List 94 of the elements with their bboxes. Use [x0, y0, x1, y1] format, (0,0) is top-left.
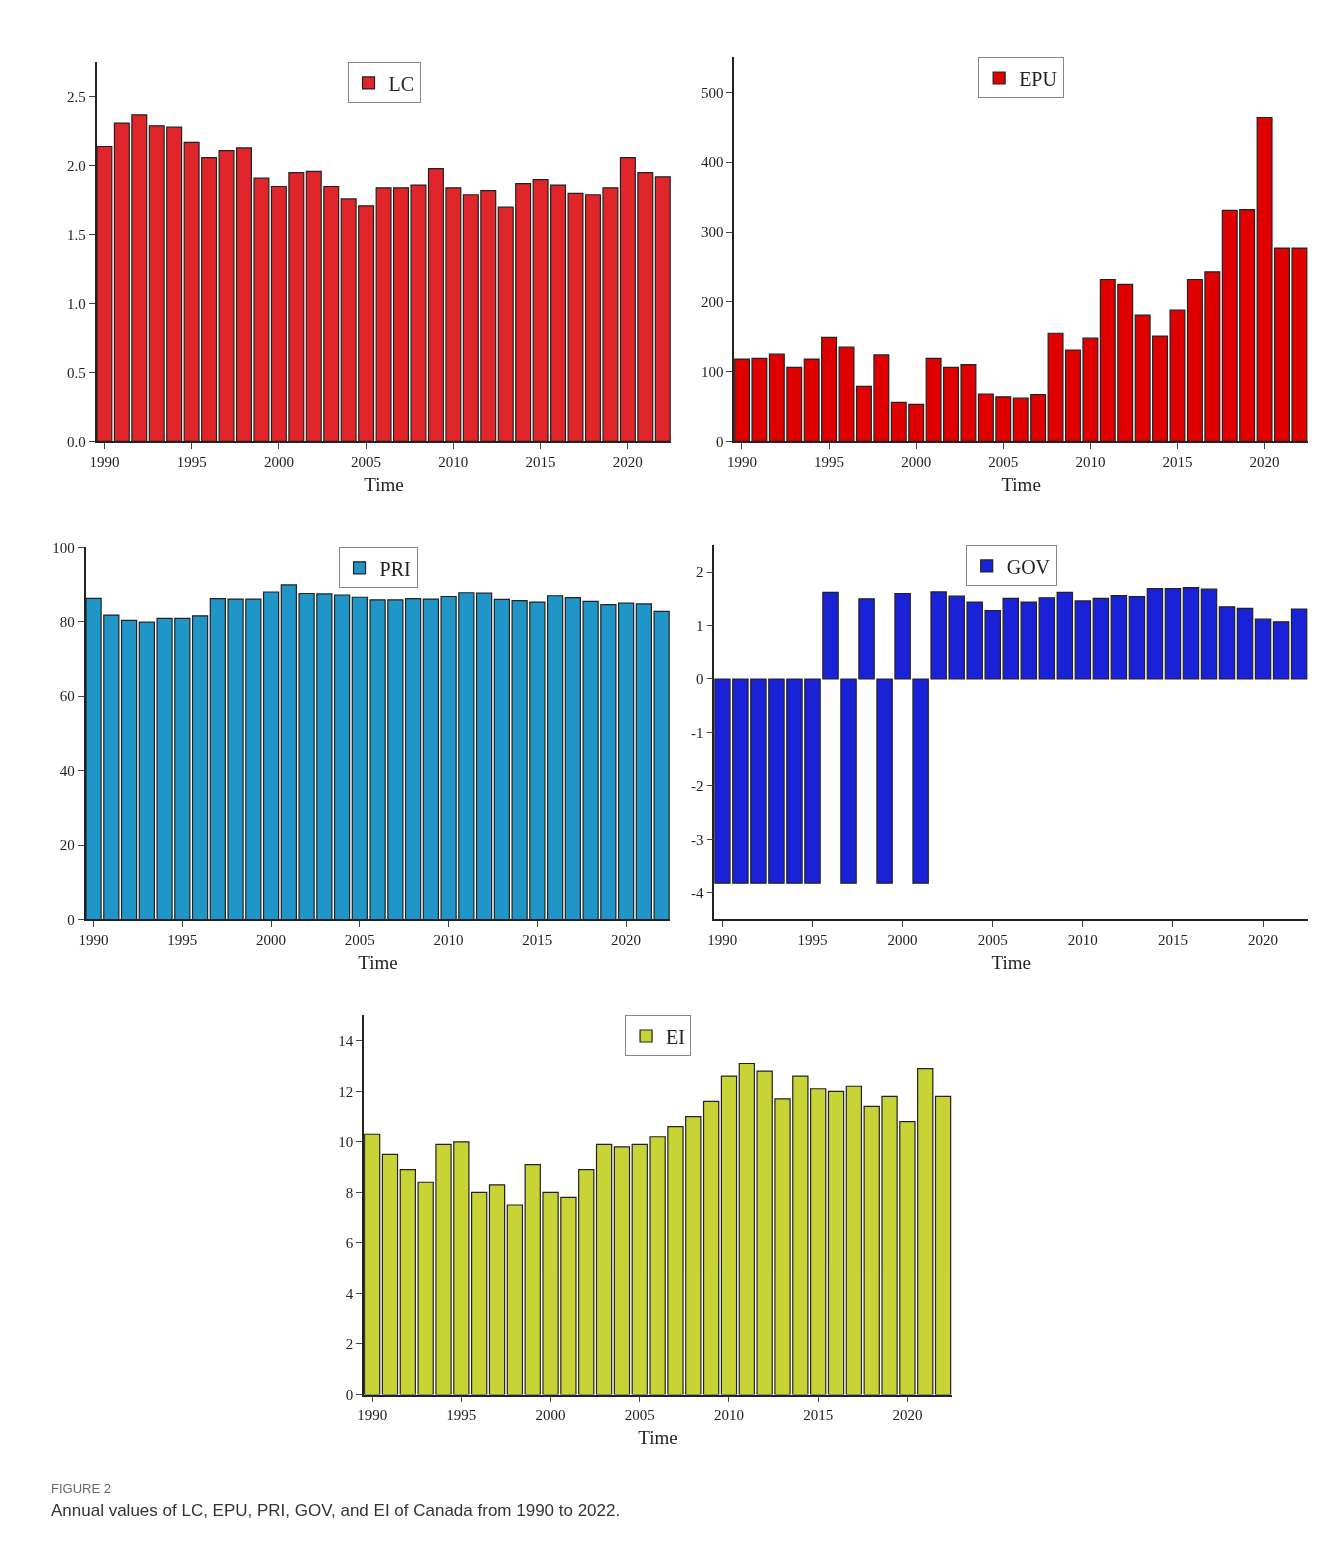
x-tick-label: 2015 — [522, 932, 553, 949]
y-tick-label: 60 — [59, 688, 75, 705]
x-tick-label: 2020 — [1248, 932, 1279, 949]
y-tick-label: 1.5 — [67, 226, 86, 243]
text: Annual values of LC, EPU, PRI, GOV, and EI of Canada from 1990 to 2022. — [51, 1501, 621, 1520]
x-tick-label: 2010 — [1067, 932, 1098, 949]
x-tick-label: 2000 — [887, 932, 918, 949]
x-tick-label: 2020 — [612, 454, 643, 471]
x-tick-label: 2005 — [988, 454, 1019, 471]
legend-label: GOV — [1006, 555, 1051, 578]
x-tick-label: 2000 — [535, 1407, 566, 1424]
y-tick-label: -1 — [691, 724, 704, 741]
bar — [1056, 591, 1074, 680]
x-tick-label: 1995 — [167, 932, 198, 949]
x-axis-title: Time — [358, 951, 398, 973]
x-tick-label: 2020 — [1249, 454, 1280, 471]
x-tick-label: 1995 — [814, 454, 845, 471]
y-tick-label: 2 — [345, 1336, 354, 1353]
x-tick-label: 2010 — [713, 1407, 744, 1424]
bar — [1290, 608, 1308, 680]
x-axis-title: Time — [991, 951, 1031, 973]
bar — [1146, 588, 1164, 680]
x-tick-label: 1990 — [707, 932, 738, 949]
y-tick-label: 6 — [345, 1235, 354, 1252]
y-tick-label: 0 — [67, 911, 75, 928]
y-tick-label: 20 — [59, 837, 75, 854]
y-tick-label: 500 — [700, 84, 724, 101]
x-axis-title: Time — [638, 1426, 678, 1448]
y-tick-label: 400 — [700, 154, 724, 171]
x-tick-label: 2005 — [977, 932, 1008, 949]
x-tick-label: 2000 — [901, 454, 932, 471]
bar — [1272, 621, 1290, 680]
y-tick-label: 4 — [345, 1285, 354, 1302]
x-tick-label: 2015 — [1162, 454, 1193, 471]
y-tick-label: 80 — [59, 614, 75, 631]
x-tick-label: 2020 — [611, 932, 642, 949]
y-tick-label: 12 — [338, 1083, 354, 1100]
x-tick-label: 2000 — [263, 454, 294, 471]
bar — [1164, 588, 1182, 680]
y-tick-label: 1 — [696, 617, 704, 634]
bar — [1074, 600, 1092, 680]
bar — [1182, 587, 1200, 680]
bar — [1128, 596, 1146, 680]
y-tick-label: -4 — [691, 885, 705, 902]
x-tick-label: 1990 — [357, 1407, 388, 1424]
x-tick-label: 2005 — [344, 932, 375, 949]
x-axis-title: Time — [1001, 473, 1041, 495]
x-tick-label: 2010 — [433, 932, 464, 949]
x-tick-label: 2005 — [351, 454, 382, 471]
y-tick-label: 300 — [700, 224, 724, 241]
x-tick-label: 2015 — [803, 1407, 834, 1424]
x-axis-title: Time — [364, 473, 404, 495]
legend-label: PRI — [379, 557, 411, 580]
bar — [1200, 588, 1218, 680]
y-tick-label: 14 — [338, 1033, 354, 1049]
x-tick-label: 1995 — [176, 454, 207, 471]
y-tick-label: 2.5 — [67, 89, 86, 106]
bar — [1218, 606, 1236, 680]
y-tick-label: -3 — [691, 831, 704, 848]
y-tick-label: 0.5 — [67, 364, 86, 381]
y-tick-label: -2 — [691, 778, 704, 795]
y-tick-label: 100 — [52, 539, 75, 556]
y-tick-label: 40 — [59, 762, 75, 779]
y-tick-label: 200 — [700, 294, 724, 311]
y-tick-label: 0 — [345, 1386, 354, 1403]
x-tick-label: 2020 — [892, 1407, 923, 1424]
y-tick-label: 2 — [696, 564, 704, 581]
x-tick-label: 2010 — [1075, 454, 1106, 471]
legend-label: EI — [666, 1025, 685, 1048]
bar — [1254, 618, 1272, 680]
bar — [1236, 607, 1254, 680]
bar — [1092, 597, 1110, 680]
caption: FIGURE 2 — [51, 1481, 111, 1496]
y-tick-label: 100 — [700, 363, 724, 380]
x-tick-label: 2010 — [438, 454, 469, 471]
y-tick-label: 8 — [345, 1184, 354, 1201]
y-tick-label: 0 — [715, 433, 724, 450]
y-tick-label: 0.0 — [67, 433, 86, 450]
x-tick-label: 1995 — [446, 1407, 477, 1424]
x-tick-label: 2015 — [1157, 932, 1188, 949]
legend-label: LC — [388, 72, 415, 95]
x-tick-label: 1990 — [89, 454, 120, 471]
x-tick-label: 1995 — [797, 932, 828, 949]
x-tick-label: 2005 — [624, 1407, 655, 1424]
bar — [1110, 595, 1128, 680]
legend-label: EPU — [1019, 67, 1058, 90]
x-tick-label: 2015 — [525, 454, 556, 471]
x-tick-label: 2000 — [256, 932, 287, 949]
x-tick-label: 1990 — [78, 932, 109, 949]
y-tick-label: 1.0 — [67, 295, 86, 312]
x-tick-label: 1990 — [727, 454, 757, 471]
y-tick-label: 2.0 — [67, 158, 86, 175]
y-tick-label: 0 — [696, 671, 704, 688]
y-tick-label: 10 — [338, 1134, 354, 1151]
